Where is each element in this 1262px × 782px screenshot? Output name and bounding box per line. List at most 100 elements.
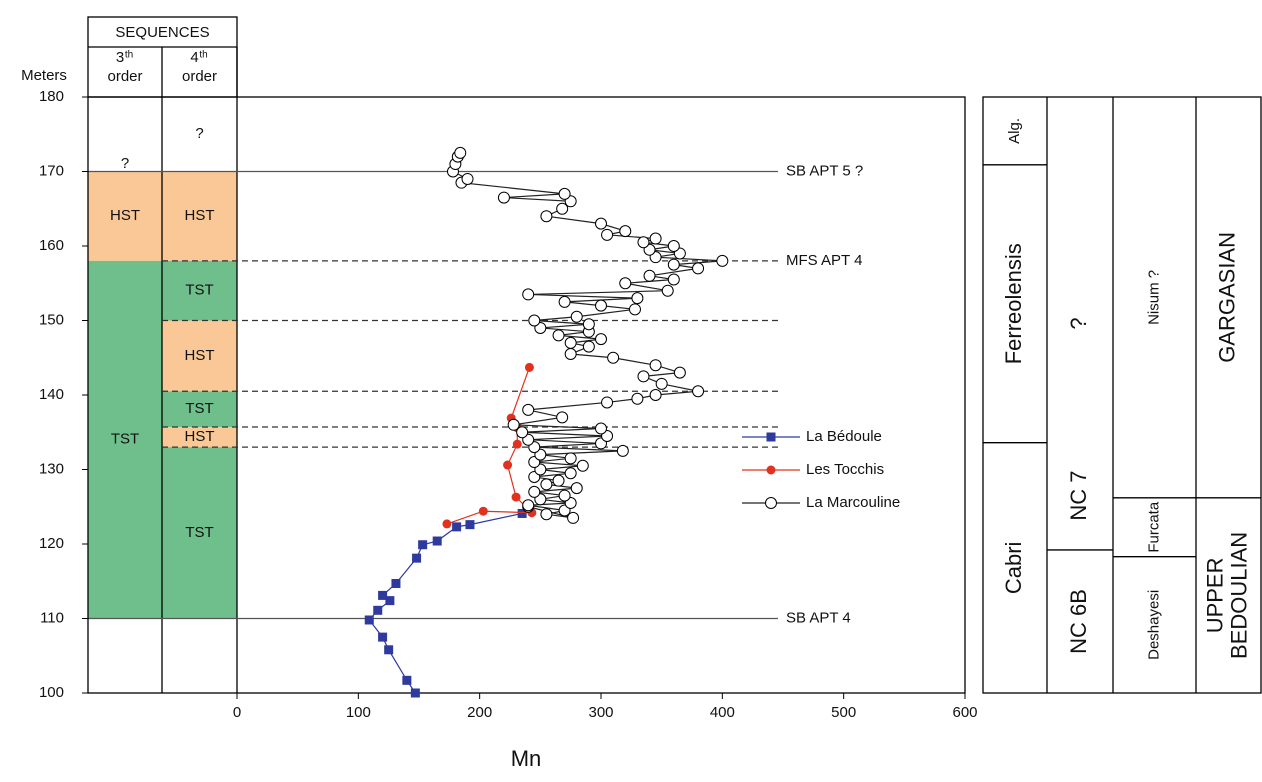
x-tick-label: 0 [233,704,241,721]
point [478,506,488,516]
point [692,262,705,275]
y-tick-label: 160 [39,237,64,254]
point [631,292,644,305]
point [564,452,577,465]
point [643,269,656,282]
sequence-unit [162,260,237,321]
biozone-label: Deshayesi [1145,590,1162,660]
y-tick-label: 130 [39,460,64,477]
sequence-unit [162,447,237,619]
point [595,299,607,312]
point [418,540,428,550]
biozone-label: Ferreolensis [1001,243,1026,364]
point [564,467,577,480]
biozone-label: Nisum ? [1145,270,1162,325]
point [570,310,583,323]
point [601,228,614,241]
point [661,284,674,297]
point [511,492,521,502]
point [522,499,535,512]
biozone-label: UPPER [1202,558,1227,634]
point [410,688,420,698]
point [673,366,686,379]
point [567,511,580,524]
biozone-label: GARGASIAN [1214,232,1239,363]
sequence-unit [162,427,237,448]
surface-label: SB APT 5 ? [786,162,863,179]
point [528,314,541,327]
point [637,370,650,383]
sequences-title: SEQUENCES [115,24,209,41]
point [564,348,577,361]
point [649,389,662,401]
point [461,172,474,185]
point [558,489,571,502]
point [619,277,632,290]
point [667,240,680,252]
point [522,288,535,301]
point [516,426,529,439]
point [452,522,462,532]
sequence-label: HST [110,207,140,224]
point [556,411,569,424]
point [432,536,442,546]
point [649,359,662,372]
point [391,578,401,588]
point [556,202,569,215]
sequence-label: TST [185,524,213,541]
point [637,236,650,249]
biozone-label: Furcata [1145,501,1162,553]
biozone-frame [982,96,1262,694]
point [384,645,394,655]
y-tick-label: 170 [39,162,64,179]
point [454,146,467,159]
column-suffix: th [125,50,133,61]
biozone-label: Cabri [1001,542,1026,595]
point [667,258,680,271]
y-tick-label: 180 [39,88,64,105]
point [649,232,662,245]
point [601,396,614,409]
sequence-label: TST [111,431,139,448]
point [378,590,388,600]
point [582,318,595,331]
point [631,392,644,405]
point [667,273,680,286]
sequence-unit [162,320,237,392]
biozone-note: ? [1066,317,1091,329]
point [507,418,520,431]
y-tick-label: 140 [39,386,64,403]
point [595,217,607,230]
point [552,329,565,342]
point [373,605,383,615]
point [517,508,527,518]
point [364,615,374,625]
point [552,474,565,487]
point [465,520,475,530]
x-tick-label: 500 [831,704,856,721]
column-number: 4 [190,49,198,66]
legend-marker [765,497,777,509]
point [378,632,388,642]
y-tick-label: 150 [39,311,64,328]
point [522,403,535,416]
sequence-unit [162,391,237,428]
x-axis-label: Mn [511,746,542,771]
y-tick-label: 110 [40,609,64,626]
point [558,187,571,200]
legend-label: Les Tocchis [806,461,884,478]
point [540,210,553,223]
legend-marker [766,432,776,442]
sequence-unit [88,260,162,619]
point [716,254,729,267]
x-tick-label: 100 [346,704,371,721]
sequence-label: ? [121,155,129,172]
legend-label: La Marcouline [806,494,900,511]
point [503,460,513,470]
point [595,422,607,435]
x-tick-label: 600 [952,704,977,721]
surface-label: SB APT 4 [786,609,851,626]
point [628,303,641,316]
point [512,439,522,449]
